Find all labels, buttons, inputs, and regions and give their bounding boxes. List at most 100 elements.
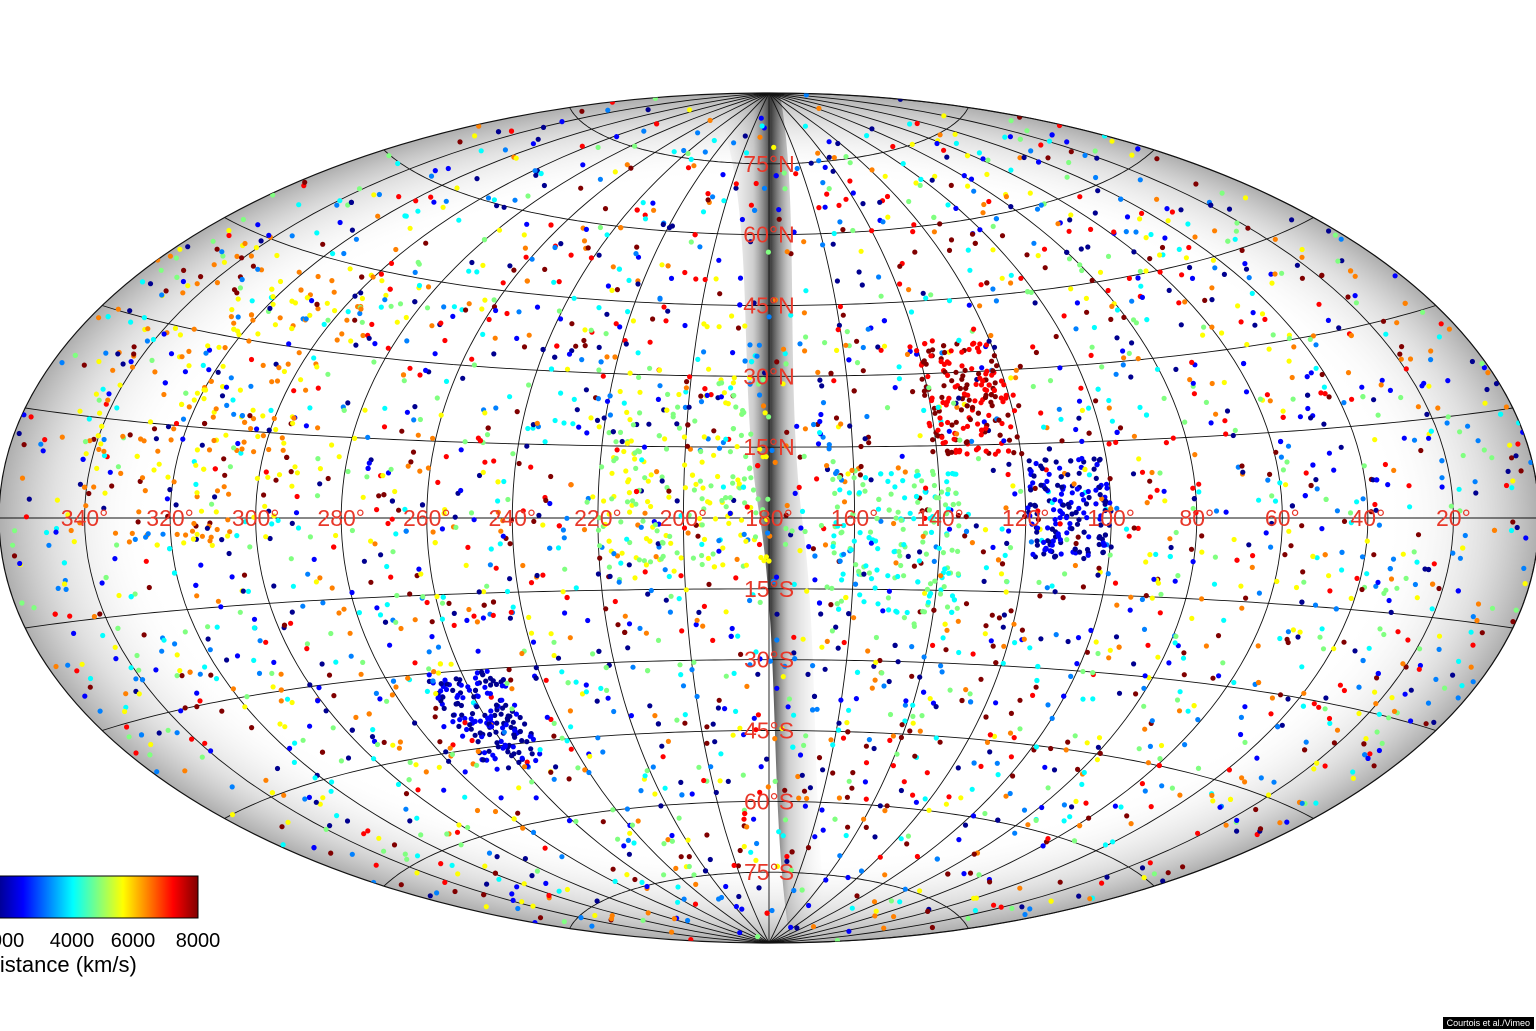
galaxy-point — [1074, 521, 1081, 527]
galaxy-point — [484, 668, 490, 674]
galaxy-point — [683, 587, 689, 593]
galaxy-point — [415, 787, 421, 793]
galaxy-point — [820, 767, 826, 773]
galaxy-point — [395, 160, 401, 167]
galaxy-point — [665, 263, 671, 269]
galaxy-point — [629, 822, 636, 828]
galaxy-point — [963, 385, 969, 391]
galaxy-point — [1036, 579, 1042, 586]
galaxy-point — [886, 607, 892, 613]
galaxy-point — [1359, 586, 1365, 593]
coordinate-labels: 340° 320° 300° 280° 260° 240° 220° 200° 180° 160°… — [61, 151, 1471, 885]
galaxy-point — [650, 316, 656, 322]
galaxy-point — [1114, 602, 1120, 608]
galaxy-point — [816, 158, 822, 164]
galaxy-point — [1031, 240, 1037, 246]
galaxy-point — [475, 648, 481, 654]
galaxy-point — [1187, 264, 1193, 271]
galaxy-point — [1430, 581, 1436, 587]
galaxy-point — [754, 840, 760, 847]
galaxy-point — [701, 603, 708, 610]
galaxy-point — [642, 569, 648, 575]
galaxy-point — [797, 454, 803, 460]
galaxy-point — [263, 469, 269, 475]
galaxy-point — [1180, 864, 1186, 870]
galaxy-point — [937, 591, 944, 597]
galaxy-point — [1006, 461, 1012, 467]
galaxy-point — [851, 475, 857, 481]
galaxy-point — [668, 275, 675, 281]
galaxy-point — [938, 587, 944, 593]
galaxy-point — [1092, 210, 1098, 216]
galaxy-point — [1052, 589, 1058, 595]
galaxy-point — [248, 426, 254, 432]
galaxy-point — [476, 123, 482, 129]
galaxy-point — [881, 925, 887, 931]
galaxy-point — [954, 404, 960, 410]
galaxy-point — [490, 612, 496, 619]
galaxy-point — [797, 548, 803, 554]
galaxy-point — [1239, 775, 1245, 781]
latitude-label: 75°S — [744, 859, 794, 885]
galaxy-point — [194, 281, 200, 287]
galaxy-point — [962, 367, 968, 373]
galaxy-point — [737, 725, 743, 731]
galaxy-point — [1277, 480, 1283, 486]
galaxy-point — [595, 396, 602, 402]
galaxy-point — [540, 124, 547, 130]
galaxy-point — [1331, 740, 1337, 746]
galaxy-point — [153, 667, 159, 673]
galaxy-point — [680, 683, 687, 689]
galaxy-point — [505, 749, 511, 755]
galaxy-point — [645, 910, 651, 916]
galaxy-point — [1065, 638, 1071, 645]
galaxy-point — [289, 325, 295, 332]
galaxy-point — [1145, 760, 1151, 766]
galaxy-point — [1285, 443, 1292, 449]
galaxy-point — [1118, 196, 1124, 202]
galaxy-point — [603, 606, 609, 612]
galaxy-point — [1065, 501, 1071, 507]
galaxy-point — [606, 564, 613, 570]
galaxy-point — [547, 545, 553, 551]
galaxy-point — [988, 332, 994, 339]
galaxy-point — [866, 737, 873, 743]
galaxy-point — [891, 549, 897, 555]
galaxy-point — [886, 678, 892, 685]
galaxy-point — [528, 464, 534, 470]
galaxy-point — [522, 856, 529, 862]
galaxy-point — [728, 633, 734, 639]
galaxy-point — [984, 280, 990, 286]
galaxy-point — [1326, 228, 1332, 234]
galaxy-point — [394, 592, 400, 599]
galaxy-point — [417, 372, 423, 378]
galaxy-point — [303, 316, 309, 322]
galaxy-point — [633, 251, 639, 257]
galaxy-point — [527, 733, 533, 739]
galaxy-point — [565, 680, 571, 686]
galaxy-point — [799, 772, 805, 778]
galaxy-point — [161, 331, 167, 337]
galaxy-point — [226, 550, 232, 557]
galaxy-point — [553, 764, 559, 770]
galaxy-point — [630, 422, 637, 428]
galaxy-point — [650, 200, 656, 206]
galaxy-point — [1381, 590, 1387, 597]
galaxy-point — [288, 469, 294, 475]
galaxy-point — [757, 446, 763, 452]
galaxy-point — [446, 600, 452, 607]
galaxy-point — [964, 153, 971, 159]
galaxy-point — [1013, 375, 1019, 381]
galaxy-point — [1361, 463, 1367, 469]
galaxy-point — [828, 737, 834, 743]
galaxy-point — [219, 393, 226, 399]
galaxy-point — [975, 456, 982, 462]
galaxy-point — [954, 605, 960, 611]
longitude-label: 320° — [146, 505, 194, 531]
galaxy-point — [271, 659, 277, 666]
galaxy-point — [773, 173, 779, 179]
galaxy-point — [1033, 349, 1039, 356]
galaxy-point — [454, 185, 460, 191]
galaxy-point — [598, 359, 604, 365]
galaxy-point — [857, 472, 864, 478]
